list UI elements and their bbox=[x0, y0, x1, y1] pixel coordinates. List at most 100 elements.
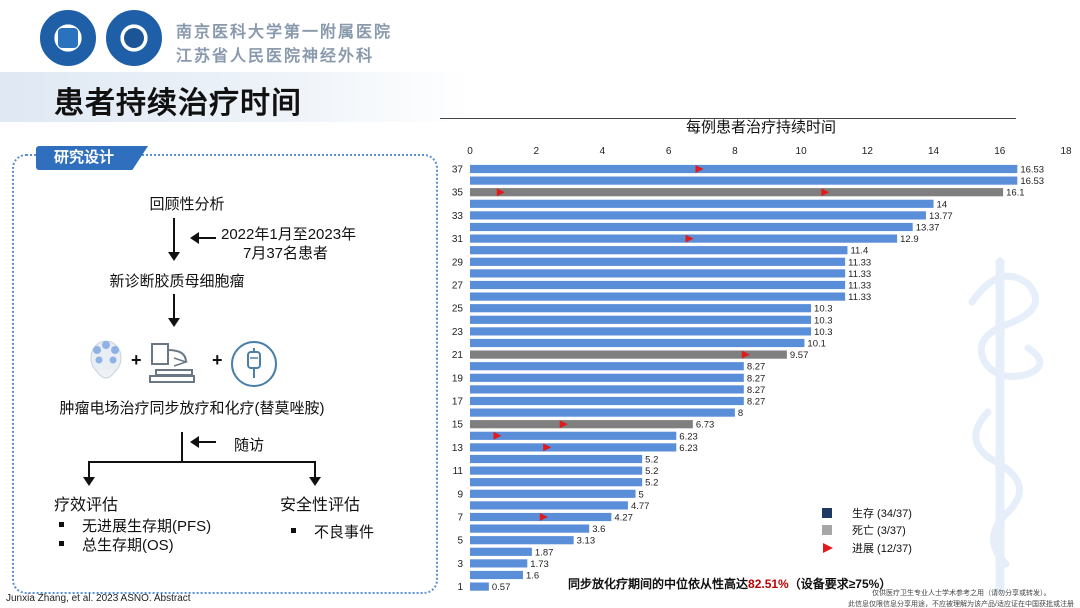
bar-value-label: 3.13 bbox=[577, 536, 596, 547]
x-tick-label: 16 bbox=[994, 146, 1006, 157]
duration-bar bbox=[470, 280, 846, 290]
page-title: 患者持续治疗时间 bbox=[54, 87, 302, 120]
duration-bar bbox=[470, 188, 1004, 197]
y-tick-label: 5 bbox=[457, 536, 463, 547]
note-line-2 bbox=[198, 441, 216, 443]
progression-marker bbox=[559, 420, 568, 429]
duration-bar bbox=[470, 164, 1018, 174]
fine-print-1: 仅供医疗卫生专业人士学术参考之用（请勿分享或转发）。 bbox=[872, 590, 1051, 597]
branch-right-line bbox=[314, 461, 316, 479]
duration-bar bbox=[470, 385, 744, 394]
duration-bar bbox=[470, 489, 636, 498]
bar-value-label: 11.33 bbox=[848, 281, 871, 292]
y-tick-label: 7 bbox=[457, 513, 463, 524]
duration-bar bbox=[470, 269, 846, 278]
safety-item-ae: 不良事件 bbox=[314, 524, 375, 541]
y-tick-label: 11 bbox=[453, 466, 464, 477]
bar-value-label: 11.33 bbox=[848, 292, 871, 303]
plus-sign-1: + bbox=[131, 350, 142, 370]
bar-value-label: 4.77 bbox=[631, 501, 650, 512]
bar-value-label: 5.2 bbox=[645, 455, 658, 466]
efficacy-item-pfs: 无进展生存期(PFS) bbox=[82, 518, 212, 535]
bar-value-label: 10.3 bbox=[814, 327, 833, 338]
y-tick-label: 31 bbox=[452, 234, 464, 245]
y-tick-label: 17 bbox=[452, 397, 464, 408]
progression-marker bbox=[496, 188, 505, 197]
progression-marker bbox=[543, 443, 552, 452]
legend-dead-swatch bbox=[822, 525, 832, 535]
bar-value-label: 8.27 bbox=[747, 362, 766, 373]
duration-bar bbox=[470, 443, 677, 452]
duration-bar bbox=[470, 408, 735, 417]
plus-sign-2: + bbox=[212, 350, 223, 370]
bar-value-label: 0.57 bbox=[492, 582, 511, 593]
duration-bar bbox=[470, 582, 489, 591]
bar-value-label: 13.37 bbox=[916, 223, 940, 234]
bar-value-label: 6.23 bbox=[679, 431, 698, 442]
hospital-name: 南京医科大学第一附属医院 bbox=[176, 22, 393, 41]
step-diagnosis: 新诊断胶质母细胞瘤 bbox=[109, 273, 245, 290]
y-tick-label: 21 bbox=[452, 350, 464, 361]
duration-bar bbox=[470, 524, 590, 533]
flow-line-3 bbox=[181, 432, 183, 462]
y-tick-label: 35 bbox=[452, 188, 464, 199]
x-tick-label: 2 bbox=[533, 146, 539, 157]
chart-legend: 生存 (34/37) 死亡 (3/37) 进展 (12/37) bbox=[822, 506, 912, 555]
bar-value-label: 9.57 bbox=[790, 350, 809, 361]
progression-marker bbox=[741, 350, 750, 359]
bar-value-label: 8 bbox=[738, 408, 743, 419]
duration-bar bbox=[470, 547, 532, 556]
progression-marker bbox=[685, 234, 694, 243]
progression-marker bbox=[695, 165, 704, 173]
compliance-highlight: 82.51% bbox=[748, 577, 789, 591]
asclepius-watermark bbox=[968, 257, 1044, 595]
safety-bullet-1 bbox=[291, 528, 296, 533]
flow-line-2 bbox=[173, 294, 175, 320]
efficacy-bullet-1 bbox=[59, 522, 64, 527]
bar-value-label: 6.73 bbox=[696, 420, 715, 431]
legend-progression-label: 进展 (12/37) bbox=[852, 542, 912, 555]
duration-bar bbox=[470, 350, 787, 359]
progression-markers-group bbox=[493, 165, 830, 521]
bar-value-label: 16.1 bbox=[1006, 188, 1025, 199]
duration-bar bbox=[470, 501, 628, 510]
note-period: 2022年1月至2023年 bbox=[221, 226, 357, 243]
x-tick-label: 10 bbox=[796, 146, 808, 157]
treatment-duration-chart: 每例患者治疗持续时间 0 2 4 6 8 10 12 14 16 18 3735333129272… bbox=[452, 119, 1072, 595]
bar-value-label: 13.77 bbox=[929, 211, 953, 222]
title-background bbox=[0, 72, 470, 122]
duration-bar bbox=[470, 338, 805, 348]
duration-bar bbox=[470, 292, 846, 301]
efficacy-item-os: 总生存期(OS) bbox=[82, 537, 174, 554]
bar-value-label: 10.3 bbox=[814, 315, 833, 326]
duration-bar bbox=[470, 315, 812, 324]
y-tick-label: 13 bbox=[452, 443, 464, 454]
branch-left-arrow bbox=[83, 477, 95, 486]
efficacy-bullet-2 bbox=[59, 541, 64, 546]
chart-top-rule bbox=[440, 118, 1016, 119]
y-tick-label: 29 bbox=[452, 257, 464, 268]
y-tick-label: 33 bbox=[452, 211, 464, 222]
progression-marker bbox=[493, 431, 502, 440]
y-tick-label: 37 bbox=[452, 165, 464, 176]
duration-bar bbox=[470, 246, 848, 255]
duration-bar bbox=[470, 570, 523, 580]
bar-value-label: 11.33 bbox=[848, 269, 871, 280]
note-arrow-1 bbox=[190, 232, 199, 244]
duration-bar bbox=[470, 466, 643, 475]
hospital-logo bbox=[40, 10, 96, 66]
x-tick-label: 14 bbox=[928, 146, 940, 157]
bar-value-label: 8.27 bbox=[747, 373, 766, 384]
bar-value-label: 12.9 bbox=[900, 234, 919, 245]
bar-value-label: 1.87 bbox=[535, 547, 554, 558]
y-tick-label: 1 bbox=[457, 582, 463, 593]
duration-bar bbox=[470, 396, 744, 406]
bar-value-label: 1.6 bbox=[526, 571, 539, 582]
citation: Junxia Zhang, et al. 2023 ASNO. Abstract bbox=[6, 593, 191, 604]
bar-value-label: 10.3 bbox=[814, 304, 833, 315]
bar-value-label: 11.4 bbox=[850, 246, 868, 257]
bar-value-label: 4.27 bbox=[614, 513, 633, 524]
iv-drug-bag-icon bbox=[230, 340, 278, 393]
bar-value-label: 1.73 bbox=[530, 559, 549, 570]
duration-bar bbox=[470, 211, 926, 220]
